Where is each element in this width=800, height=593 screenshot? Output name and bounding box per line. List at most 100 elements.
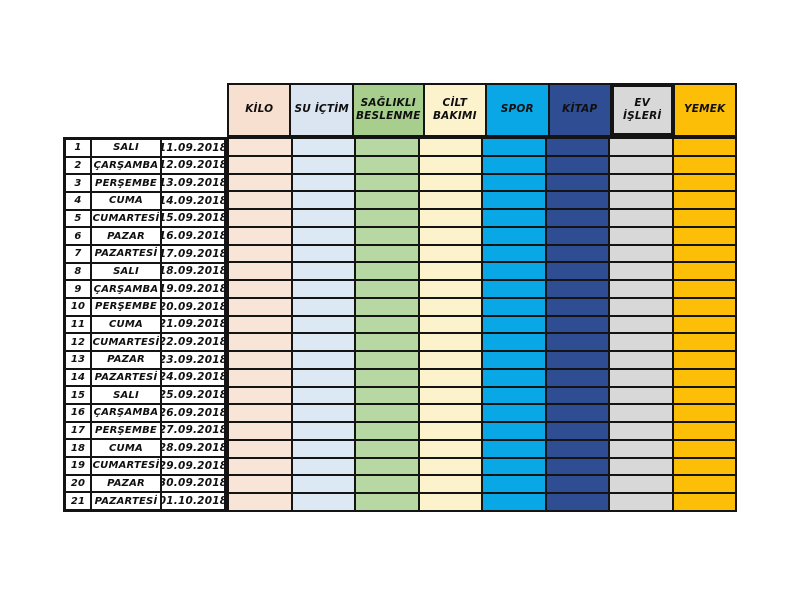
tracker-cell-saglikli-beslenme[interactable] [355, 475, 419, 494]
tracker-cell-ev-isleri[interactable] [609, 155, 673, 174]
tracker-cell-spor[interactable] [482, 368, 546, 387]
tracker-cell-kilo[interactable] [228, 457, 292, 476]
tracker-cell-kitap[interactable] [545, 439, 609, 458]
tracker-cell-cilt-bakimi[interactable] [418, 280, 482, 298]
tracker-cell-kilo[interactable] [228, 493, 292, 511]
tracker-cell-su-ictim[interactable] [291, 173, 355, 192]
tracker-cell-ev-isleri[interactable] [609, 368, 673, 387]
tracker-cell-spor[interactable] [482, 173, 546, 192]
tracker-cell-su-ictim[interactable] [291, 138, 355, 156]
tracker-cell-ev-isleri[interactable] [609, 493, 673, 511]
tracker-cell-su-ictim[interactable] [291, 333, 355, 352]
tracker-cell-kitap[interactable] [545, 475, 609, 494]
tracker-cell-saglikli-beslenme[interactable] [355, 315, 419, 334]
tracker-cell-saglikli-beslenme[interactable] [355, 262, 419, 281]
tracker-cell-yemek[interactable] [672, 439, 736, 458]
tracker-cell-cilt-bakimi[interactable] [418, 262, 482, 281]
tracker-cell-su-ictim[interactable] [291, 386, 355, 405]
tracker-cell-ev-isleri[interactable] [609, 226, 673, 245]
tracker-cell-kitap[interactable] [545, 493, 609, 511]
tracker-cell-cilt-bakimi[interactable] [418, 422, 482, 440]
tracker-cell-cilt-bakimi[interactable] [418, 493, 482, 511]
tracker-cell-spor[interactable] [482, 475, 546, 494]
tracker-cell-saglikli-beslenme[interactable] [355, 226, 419, 245]
tracker-cell-spor[interactable] [482, 209, 546, 227]
tracker-cell-cilt-bakimi[interactable] [418, 173, 482, 192]
tracker-cell-ev-isleri[interactable] [609, 138, 673, 156]
tracker-cell-saglikli-beslenme[interactable] [355, 244, 419, 263]
tracker-cell-ev-isleri[interactable] [609, 386, 673, 405]
tracker-cell-kilo[interactable] [228, 439, 292, 458]
tracker-cell-cilt-bakimi[interactable] [418, 404, 482, 423]
tracker-cell-su-ictim[interactable] [291, 244, 355, 263]
tracker-cell-su-ictim[interactable] [291, 226, 355, 245]
tracker-cell-cilt-bakimi[interactable] [418, 439, 482, 458]
tracker-cell-yemek[interactable] [672, 155, 736, 174]
tracker-cell-su-ictim[interactable] [291, 439, 355, 458]
tracker-cell-ev-isleri[interactable] [609, 280, 673, 298]
tracker-cell-cilt-bakimi[interactable] [418, 138, 482, 156]
tracker-cell-saglikli-beslenme[interactable] [355, 439, 419, 458]
tracker-cell-cilt-bakimi[interactable] [418, 191, 482, 210]
tracker-cell-saglikli-beslenme[interactable] [355, 191, 419, 210]
tracker-cell-ev-isleri[interactable] [609, 439, 673, 458]
tracker-cell-kitap[interactable] [545, 422, 609, 440]
tracker-cell-saglikli-beslenme[interactable] [355, 493, 419, 511]
tracker-cell-yemek[interactable] [672, 422, 736, 440]
tracker-cell-kitap[interactable] [545, 191, 609, 210]
tracker-cell-kitap[interactable] [545, 351, 609, 369]
tracker-cell-cilt-bakimi[interactable] [418, 475, 482, 494]
tracker-cell-kitap[interactable] [545, 297, 609, 316]
tracker-cell-cilt-bakimi[interactable] [418, 315, 482, 334]
tracker-cell-saglikli-beslenme[interactable] [355, 209, 419, 227]
tracker-cell-ev-isleri[interactable] [609, 173, 673, 192]
tracker-cell-ev-isleri[interactable] [609, 457, 673, 476]
tracker-cell-ev-isleri[interactable] [609, 475, 673, 494]
tracker-cell-yemek[interactable] [672, 404, 736, 423]
tracker-cell-spor[interactable] [482, 404, 546, 423]
tracker-cell-cilt-bakimi[interactable] [418, 351, 482, 369]
tracker-cell-kitap[interactable] [545, 244, 609, 263]
tracker-cell-yemek[interactable] [672, 173, 736, 192]
tracker-cell-yemek[interactable] [672, 386, 736, 405]
tracker-cell-kilo[interactable] [228, 262, 292, 281]
tracker-cell-kitap[interactable] [545, 315, 609, 334]
tracker-cell-spor[interactable] [482, 138, 546, 156]
tracker-cell-ev-isleri[interactable] [609, 191, 673, 210]
tracker-cell-kilo[interactable] [228, 404, 292, 423]
tracker-cell-saglikli-beslenme[interactable] [355, 280, 419, 298]
tracker-cell-kilo[interactable] [228, 422, 292, 440]
tracker-cell-spor[interactable] [482, 315, 546, 334]
tracker-cell-ev-isleri[interactable] [609, 209, 673, 227]
tracker-cell-cilt-bakimi[interactable] [418, 297, 482, 316]
tracker-cell-yemek[interactable] [672, 351, 736, 369]
tracker-cell-yemek[interactable] [672, 493, 736, 511]
tracker-cell-cilt-bakimi[interactable] [418, 155, 482, 174]
tracker-cell-ev-isleri[interactable] [609, 315, 673, 334]
tracker-cell-kitap[interactable] [545, 368, 609, 387]
tracker-cell-kilo[interactable] [228, 297, 292, 316]
tracker-cell-su-ictim[interactable] [291, 404, 355, 423]
tracker-cell-yemek[interactable] [672, 475, 736, 494]
tracker-cell-saglikli-beslenme[interactable] [355, 422, 419, 440]
tracker-cell-yemek[interactable] [672, 226, 736, 245]
tracker-cell-kilo[interactable] [228, 138, 292, 156]
tracker-cell-kilo[interactable] [228, 368, 292, 387]
tracker-cell-kitap[interactable] [545, 386, 609, 405]
tracker-cell-spor[interactable] [482, 191, 546, 210]
tracker-cell-spor[interactable] [482, 226, 546, 245]
tracker-cell-spor[interactable] [482, 439, 546, 458]
tracker-cell-su-ictim[interactable] [291, 262, 355, 281]
tracker-cell-su-ictim[interactable] [291, 493, 355, 511]
tracker-cell-su-ictim[interactable] [291, 457, 355, 476]
tracker-cell-kilo[interactable] [228, 386, 292, 405]
tracker-cell-ev-isleri[interactable] [609, 422, 673, 440]
tracker-cell-kitap[interactable] [545, 262, 609, 281]
tracker-cell-saglikli-beslenme[interactable] [355, 297, 419, 316]
tracker-cell-yemek[interactable] [672, 368, 736, 387]
tracker-cell-kilo[interactable] [228, 226, 292, 245]
tracker-cell-su-ictim[interactable] [291, 155, 355, 174]
tracker-cell-ev-isleri[interactable] [609, 297, 673, 316]
tracker-cell-spor[interactable] [482, 333, 546, 352]
tracker-cell-cilt-bakimi[interactable] [418, 244, 482, 263]
